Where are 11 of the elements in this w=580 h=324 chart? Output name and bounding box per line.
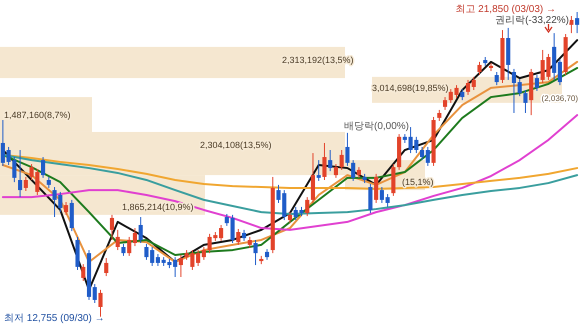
band-label: (15,1%) bbox=[402, 177, 434, 187]
annotation: 권리락(-33,22%) bbox=[495, 15, 569, 26]
band-label: 2,304,108(13,5%) bbox=[200, 140, 272, 150]
band-label: 1,487,160(8,7%) bbox=[4, 110, 71, 120]
annotation: 최저 12,755 (09/30) → bbox=[4, 313, 105, 324]
band-label: 1,865,214(10,9%) bbox=[122, 202, 194, 212]
band-label: 2,313,192(13,5%) bbox=[282, 55, 354, 65]
annotation: 최고 21,850 (03/03) → bbox=[455, 4, 556, 15]
annotation: 배당락(0,00%) bbox=[344, 121, 410, 132]
band-label: 3,014,698(19,85%) bbox=[372, 83, 449, 93]
annotation: (2,036,70) bbox=[542, 94, 578, 103]
